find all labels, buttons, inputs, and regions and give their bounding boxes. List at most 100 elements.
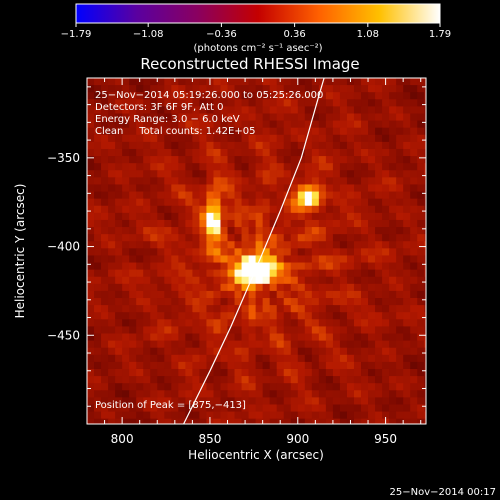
heatmap-pixel: [206, 120, 215, 129]
heatmap-pixel: [143, 141, 151, 150]
heatmap-pixel: [220, 262, 229, 271]
heatmap-pixel: [346, 404, 355, 413]
heatmap-pixel: [346, 305, 355, 313]
heatmap-pixel: [115, 411, 123, 420]
heatmap-pixel: [396, 276, 404, 285]
heatmap-pixel: [206, 99, 215, 107]
heatmap-pixel: [297, 376, 306, 384]
heatmap-pixel: [417, 156, 425, 164]
heatmap-pixel: [171, 368, 179, 377]
heatmap-pixel: [255, 163, 264, 171]
heatmap-pixel: [150, 347, 158, 356]
heatmap-pixel: [276, 127, 285, 136]
heatmap-pixel: [410, 283, 418, 292]
heatmap-pixel: [150, 290, 158, 299]
heatmap-pixel: [332, 298, 341, 306]
heatmap-pixel: [94, 326, 102, 335]
heatmap-pixel: [353, 198, 362, 207]
heatmap-pixel: [108, 376, 116, 384]
heatmap-pixel: [283, 134, 292, 143]
heatmap-pixel: [192, 333, 201, 342]
heatmap-pixel: [129, 227, 137, 235]
heatmap-pixel: [339, 177, 348, 186]
heatmap-pixel: [311, 383, 320, 391]
heatmap-pixel: [143, 148, 151, 157]
heatmap-pixel: [248, 326, 257, 335]
heatmap-pixel: [410, 312, 418, 320]
heatmap-pixel: [178, 184, 186, 193]
heatmap-pixel: [136, 156, 144, 164]
heatmap-pixel: [346, 212, 355, 221]
heatmap-pixel: [220, 298, 229, 306]
heatmap-pixel: [122, 305, 130, 313]
heatmap-pixel: [157, 234, 165, 242]
heatmap-pixel: [290, 227, 299, 235]
heatmap-pixel: [199, 106, 208, 115]
heatmap-pixel: [325, 262, 334, 271]
colorbar-tick-label: 1.79: [429, 29, 451, 40]
heatmap-pixel: [318, 418, 327, 424]
heatmap-pixel: [424, 390, 426, 398]
heatmap-pixel: [199, 354, 208, 363]
heatmap-pixel: [396, 319, 404, 328]
heatmap-pixel: [417, 85, 425, 93]
heatmap-pixel: [143, 85, 151, 93]
heatmap-pixel: [108, 347, 116, 356]
heatmap-pixel: [136, 163, 144, 171]
heatmap-pixel: [403, 78, 411, 86]
heatmap-pixel: [178, 127, 186, 136]
heatmap-pixel: [311, 376, 320, 384]
heatmap-pixel: [171, 269, 179, 278]
heatmap-pixel: [276, 248, 285, 257]
heatmap-pixel: [101, 404, 109, 413]
heatmap-pixel: [361, 92, 369, 100]
heatmap-pixel: [339, 184, 348, 193]
heatmap-pixel: [332, 156, 341, 164]
heatmap-pixel: [396, 411, 404, 420]
heatmap-pixel: [361, 106, 369, 115]
heatmap-pixel: [220, 120, 229, 129]
heatmap-pixel: [101, 85, 109, 93]
heatmap-pixel: [108, 340, 116, 349]
heatmap-pixel: [108, 141, 116, 150]
heatmap-pixel: [164, 354, 172, 363]
heatmap-pixel: [206, 163, 215, 171]
heatmap-pixel: [283, 156, 292, 164]
heatmap-pixel: [150, 99, 158, 107]
heatmap-pixel: [129, 106, 137, 115]
heatmap-pixel: [213, 78, 222, 86]
heatmap-pixel: [94, 120, 102, 129]
heatmap-pixel: [346, 390, 355, 398]
heatmap-pixel: [164, 418, 172, 424]
heatmap-pixel: [115, 163, 123, 171]
heatmap-pixel: [101, 383, 109, 391]
heatmap-pixel: [318, 219, 327, 228]
heatmap-pixel: [87, 411, 95, 420]
heatmap-pixel: [136, 312, 144, 320]
heatmap-pixel: [361, 198, 369, 207]
heatmap-pixel: [227, 198, 236, 207]
heatmap-pixel: [255, 411, 264, 420]
heatmap-pixel: [248, 156, 257, 164]
heatmap-pixel: [283, 383, 292, 391]
heatmap-pixel: [304, 212, 313, 221]
heatmap-pixel: [339, 120, 348, 129]
heatmap-pixel: [248, 148, 257, 157]
heatmap-pixel: [234, 134, 243, 143]
heatmap-pixel: [192, 205, 201, 214]
heatmap-pixel: [375, 99, 383, 107]
heatmap-pixel: [417, 219, 425, 228]
heatmap-pixel: [417, 333, 425, 342]
heatmap-pixel: [171, 397, 179, 406]
heatmap-pixel: [157, 141, 165, 150]
heatmap-pixel: [122, 177, 130, 186]
heatmap-pixel: [248, 319, 257, 328]
heatmap-pixel: [87, 234, 95, 242]
heatmap-pixel: [136, 340, 144, 349]
heatmap-pixel: [171, 361, 179, 370]
heatmap-pixel: [339, 219, 348, 228]
heatmap-pixel: [178, 376, 186, 384]
heatmap-pixel: [164, 319, 172, 328]
heatmap-pixel: [185, 113, 193, 122]
heatmap-pixel: [276, 113, 285, 122]
